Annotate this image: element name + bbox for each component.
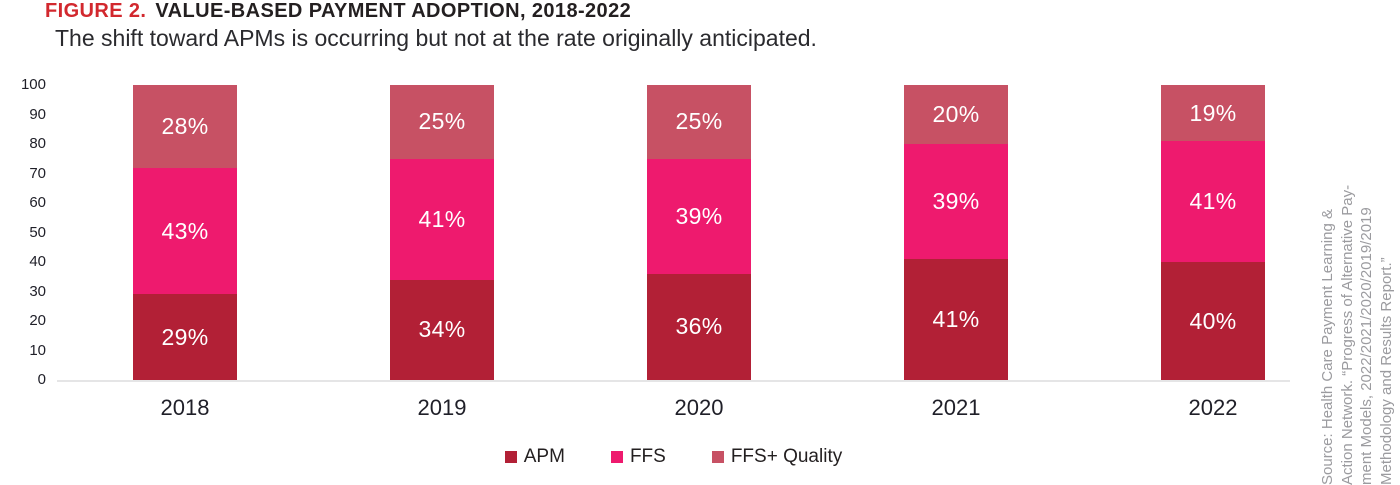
y-tick-label-60: 60	[29, 194, 46, 211]
legend-label-ffs-quality: FFS+ Quality	[730, 446, 843, 467]
y-tick-label-80: 80	[29, 135, 46, 152]
value-label: 39%	[675, 202, 723, 229]
bar-segment-ffs-quality-2018: 28%	[133, 85, 237, 168]
source-note-line: ment Models, 2022/2021/2020/2019/2019	[1358, 207, 1375, 485]
source-note-line: Source: Health Care Payment Learning &	[1319, 209, 1336, 485]
bar-segment-apm-2021: 41%	[904, 259, 1008, 380]
x-axis-label-2018: 2018	[160, 395, 210, 420]
plot-area: 29% 43% 28% 34% 41% 25% 36% 39% 25% 41% 39% 20% 40% 4…	[57, 85, 1290, 382]
x-axis-label-2022: 2022	[1188, 395, 1238, 420]
value-label: 28%	[161, 112, 209, 139]
y-tick-label-0: 0	[37, 371, 46, 388]
value-label: 41%	[418, 205, 466, 232]
bar-column-2018: 29% 43% 28%	[133, 85, 237, 380]
figure-number-label: FIGURE 2.	[45, 0, 147, 22]
bar-segment-apm-2019: 34%	[390, 279, 494, 380]
y-axis: 0 10 20 30 40 50 60 70 80 90 100	[0, 76, 46, 388]
legend-swatch-ffs-quality	[711, 451, 724, 463]
x-axis-label-2021: 2021	[931, 395, 981, 420]
y-tick-label-100: 100	[20, 76, 46, 93]
bar-segment-ffs-2021: 39%	[904, 144, 1008, 260]
y-tick-label-30: 30	[29, 282, 46, 300]
y-tick-label-90: 90	[29, 105, 46, 123]
bar-segment-ffs-quality-2020: 25%	[647, 85, 751, 159]
bar-column-2019: 34% 41% 25%	[390, 85, 494, 380]
legend-item-ffs: FFS	[610, 446, 666, 468]
value-label: 19%	[1189, 99, 1237, 126]
value-label: 41%	[1189, 188, 1237, 215]
y-tick-label-40: 40	[29, 253, 46, 270]
y-tick-label-20: 20	[29, 312, 46, 329]
bar-column-2020: 36% 39% 25%	[647, 85, 751, 380]
source-note-line: Methodology and Results Report.”	[1377, 257, 1395, 485]
legend-item-ffs-quality: FFS+ Quality	[711, 446, 843, 468]
legend-swatch-ffs	[610, 451, 623, 463]
bar-segment-ffs-2019: 41%	[390, 158, 494, 280]
figure-subtitle: The shift toward APMs is occurring but n…	[55, 25, 817, 51]
x-axis-label-2019: 2019	[417, 395, 467, 420]
legend-label-apm: APM	[523, 446, 565, 467]
value-label: 25%	[418, 108, 466, 135]
legend-item-apm: APM	[504, 446, 565, 468]
bar-segment-ffs-2022: 41%	[1161, 141, 1265, 262]
bar-segment-ffs-quality-2019: 25%	[390, 85, 494, 159]
figure-title-text: VALUE-BASED PAYMENT ADOPTION, 2018-2022	[155, 0, 632, 22]
bar-column-2022: 40% 41% 19%	[1161, 85, 1265, 380]
x-axis-label-2020: 2020	[674, 395, 724, 420]
y-tick-label-70: 70	[29, 164, 46, 182]
bar-segment-apm-2020: 36%	[647, 273, 751, 380]
bar-segment-ffs-quality-2022: 19%	[1161, 85, 1265, 142]
value-label: 36%	[675, 313, 723, 340]
source-note: Source: Health Care Payment Learning & Ac…	[1318, 75, 1398, 485]
legend-label-ffs: FFS	[629, 446, 666, 467]
value-label: 20%	[932, 101, 980, 128]
x-axis: 2018 2019 2020 2021 2022	[57, 395, 1290, 423]
y-tick-label-10: 10	[29, 341, 46, 359]
value-label: 25%	[675, 108, 723, 135]
bar-segment-ffs-quality-2021: 20%	[904, 85, 1008, 145]
value-label: 34%	[418, 316, 466, 343]
value-label: 41%	[932, 306, 980, 333]
bar-segment-apm-2018: 29%	[133, 294, 237, 380]
figure-title: FIGURE 2. VALUE-BASED PAYMENT ADOPTION, 2…	[45, 0, 631, 23]
legend: APM FFS FFS+ Quality	[57, 446, 1290, 468]
value-label: 43%	[161, 217, 209, 244]
bar-segment-ffs-2018: 43%	[133, 167, 237, 295]
y-tick-label-50: 50	[29, 223, 46, 241]
source-note-line: Action Network. “Progress of Alternative…	[1338, 184, 1356, 485]
legend-swatch-apm	[504, 451, 517, 463]
value-label: 39%	[932, 188, 980, 215]
value-label: 29%	[161, 323, 209, 350]
value-label: 40%	[1189, 307, 1237, 334]
bar-column-2021: 41% 39% 20%	[904, 85, 1008, 380]
bar-segment-apm-2022: 40%	[1161, 262, 1265, 380]
bar-segment-ffs-2020: 39%	[647, 158, 751, 274]
